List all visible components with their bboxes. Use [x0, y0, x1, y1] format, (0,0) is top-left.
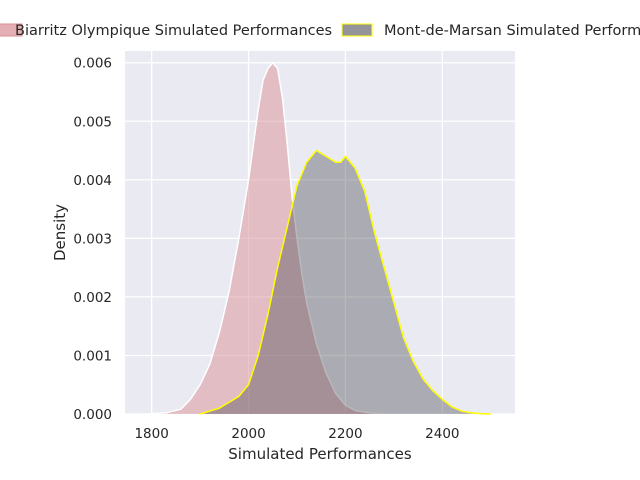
y-tick-label: 0.005	[73, 114, 112, 130]
x-tick-label: 2200	[328, 426, 362, 442]
x-tick-label: 1800	[134, 426, 168, 442]
y-tick-label: 0.001	[73, 348, 112, 364]
legend-label: Biarritz Olympique Simulated Performance…	[15, 23, 332, 39]
y-axis-title: Density	[51, 204, 69, 261]
density-areas	[146, 61, 491, 415]
y-tick-label: 0.003	[73, 231, 112, 247]
x-tick-label: 2000	[231, 426, 265, 442]
legend: Biarritz Olympique Simulated Performance…	[0, 23, 640, 39]
y-tick-label: 0.006	[73, 56, 112, 72]
density-line-series-2	[199, 149, 491, 415]
legend-label: Mont-de-Marsan Simulated Performances	[384, 23, 640, 39]
y-tick-label: 0.004	[73, 173, 112, 189]
legend-swatch	[0, 23, 23, 37]
x-axis-ticks: 1800 2000 2200 2400	[134, 426, 459, 442]
x-axis-title: Simulated Performances	[228, 445, 412, 463]
y-tick-label: 0.000	[73, 407, 112, 423]
y-axis-ticks: 0.000 0.001 0.002 0.003 0.004 0.005 0.006	[73, 56, 112, 423]
legend-swatch	[341, 23, 373, 37]
x-tick-label: 2400	[425, 426, 459, 442]
density-line-series-1	[146, 61, 404, 415]
y-tick-label: 0.002	[73, 290, 112, 306]
density-area-series-1	[146, 62, 404, 415]
density-area-series-2	[200, 150, 491, 414]
